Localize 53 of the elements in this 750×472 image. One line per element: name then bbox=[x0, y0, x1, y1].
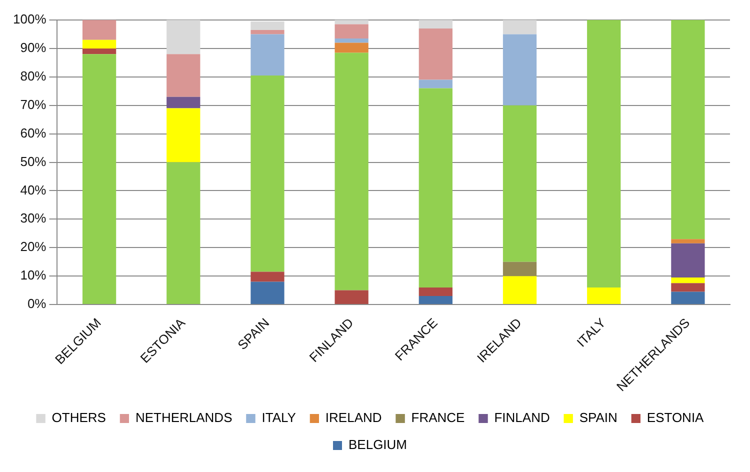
bar bbox=[418, 88, 452, 288]
bar bbox=[502, 276, 537, 304]
bar bbox=[502, 34, 537, 106]
bar bbox=[250, 272, 284, 282]
legend-label: FINLAND bbox=[494, 410, 550, 426]
bar bbox=[587, 287, 621, 304]
y-tick-label: 70% bbox=[20, 96, 47, 112]
bar bbox=[502, 262, 537, 276]
legend-label: SPAIN bbox=[579, 410, 618, 426]
bar bbox=[82, 48, 116, 54]
y-tick-label: 40% bbox=[20, 182, 47, 198]
legend-label: IRELAND bbox=[325, 410, 382, 426]
bar bbox=[334, 290, 368, 304]
bar bbox=[166, 20, 200, 54]
bar bbox=[250, 282, 284, 304]
bar bbox=[418, 20, 452, 29]
bar bbox=[166, 108, 200, 162]
bar bbox=[671, 283, 705, 292]
bar bbox=[334, 24, 368, 38]
bar bbox=[671, 243, 705, 278]
bar bbox=[334, 42, 368, 53]
bar bbox=[418, 296, 452, 304]
bar bbox=[671, 292, 705, 304]
bar bbox=[502, 20, 537, 34]
legend-label: ESTONIA bbox=[646, 410, 704, 426]
bar bbox=[250, 21, 284, 30]
bar bbox=[418, 28, 452, 80]
bar bbox=[334, 20, 368, 24]
y-tick-label: 0% bbox=[27, 296, 47, 312]
legend-label: OTHERS bbox=[52, 410, 106, 426]
bar bbox=[82, 20, 116, 40]
legend-label: FRANCE bbox=[411, 410, 466, 426]
bar bbox=[418, 287, 452, 296]
bar bbox=[166, 96, 200, 108]
y-tick-label: 60% bbox=[20, 125, 47, 140]
y-tick-label: 30% bbox=[20, 210, 47, 226]
bar bbox=[250, 34, 284, 76]
bar bbox=[671, 239, 705, 244]
y-tick-label: 10% bbox=[20, 268, 47, 283]
bar bbox=[250, 30, 284, 34]
bar bbox=[82, 40, 116, 48]
y-tick-label: 80% bbox=[20, 68, 47, 84]
bar bbox=[671, 277, 705, 284]
y-tick-label: 100% bbox=[13, 12, 47, 27]
legend-label: NETHERLANDS bbox=[135, 410, 233, 426]
bar bbox=[418, 80, 452, 88]
y-tick-label: 90% bbox=[20, 40, 47, 56]
y-tick-label: 20% bbox=[20, 239, 47, 254]
legend-label: BELGIUM bbox=[348, 437, 408, 452]
y-tick-label: 50% bbox=[20, 154, 47, 169]
bar bbox=[166, 54, 200, 97]
bar bbox=[334, 38, 368, 43]
legend-label: ITALY bbox=[262, 410, 296, 426]
